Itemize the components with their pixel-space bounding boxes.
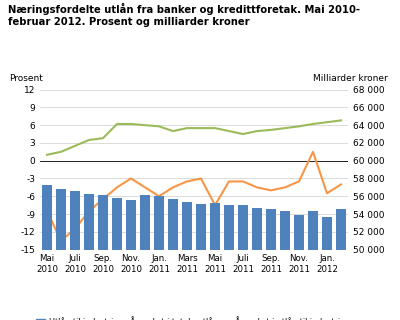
Text: Næringsfordelte utlån fra banker og kredittforetak. Mai 2010-
februar 2012. Pros: Næringsfordelte utlån fra banker og kred…	[8, 3, 360, 27]
Bar	[42, 185, 52, 250]
Bar	[182, 202, 192, 250]
Bar	[196, 204, 206, 250]
Bar	[224, 205, 234, 250]
Bar	[280, 212, 290, 250]
Legend: Utlån til industri, Årsvekst i totale utlån, Årsvekst i utlån til industri: Utlån til industri, Årsvekst i totale ut…	[32, 315, 343, 320]
Bar	[266, 209, 276, 250]
Bar	[154, 196, 164, 250]
Bar	[56, 189, 66, 250]
Text: Milliarder kroner: Milliarder kroner	[313, 74, 388, 83]
Text: Prosent: Prosent	[9, 74, 43, 83]
Bar	[238, 205, 248, 250]
Bar	[168, 199, 178, 250]
Bar	[252, 208, 262, 250]
Bar	[210, 204, 220, 250]
Bar	[308, 212, 318, 250]
Bar	[126, 200, 136, 250]
Bar	[112, 198, 122, 250]
Bar	[294, 215, 304, 250]
Bar	[70, 191, 80, 250]
Bar	[84, 195, 94, 250]
Bar	[322, 217, 332, 250]
Bar	[98, 196, 108, 250]
Bar	[336, 209, 346, 250]
Bar	[140, 196, 150, 250]
